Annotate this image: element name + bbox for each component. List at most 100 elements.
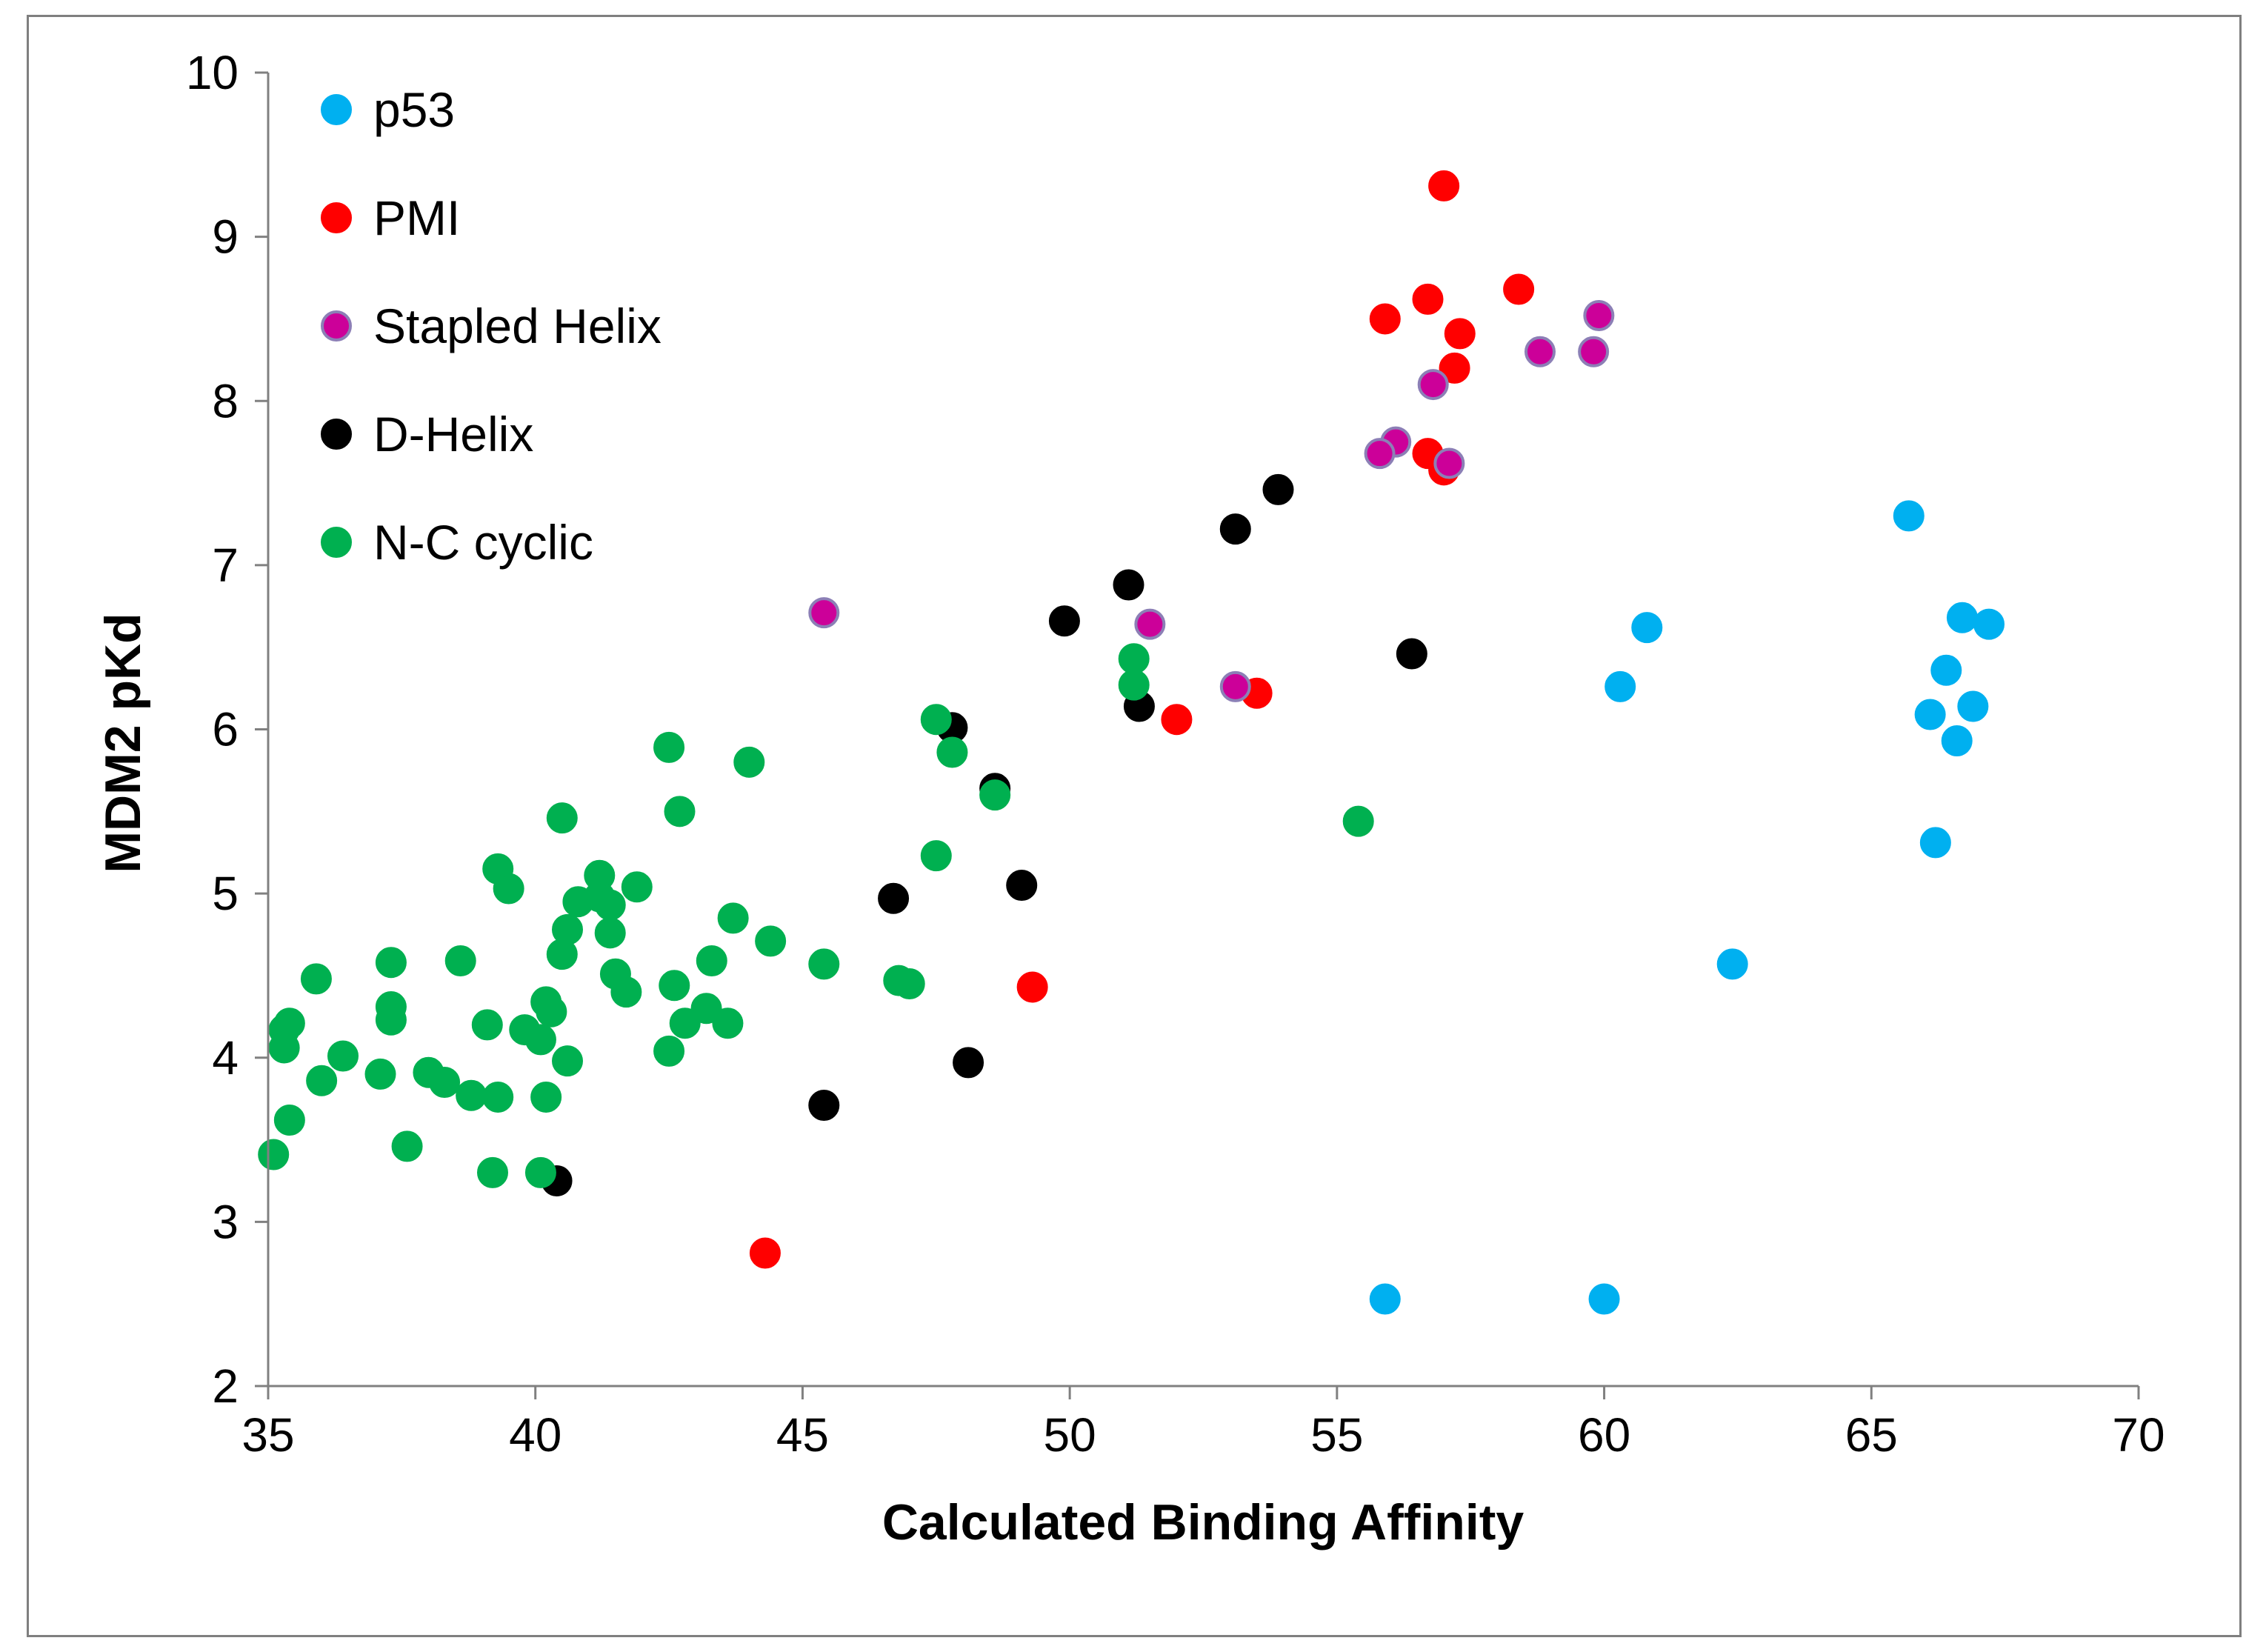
data-point-n-c-cyclic	[1342, 805, 1374, 837]
y-tick-label: 6	[212, 703, 239, 756]
data-point-stapled-helix	[808, 597, 840, 629]
data-point-p53	[1941, 725, 1973, 757]
data-point-p53	[1631, 612, 1663, 644]
x-tick-label: 50	[1044, 1408, 1096, 1462]
data-point-n-c-cyclic	[621, 871, 653, 903]
legend-label-pmi: PMI	[373, 190, 460, 245]
data-point-n-c-cyclic	[893, 968, 925, 1000]
data-point-n-c-cyclic	[364, 1058, 396, 1090]
data-point-n-c-cyclic	[712, 1007, 744, 1039]
data-point-n-c-cyclic	[536, 996, 567, 1027]
data-point-n-c-cyclic	[493, 873, 524, 905]
data-point-stapled-helix	[1364, 438, 1396, 470]
data-point-d-helix	[808, 1090, 840, 1122]
legend-marker-d-helix	[321, 419, 352, 450]
y-tick-label: 5	[212, 867, 239, 920]
data-point-n-c-cyclic	[429, 1066, 461, 1098]
y-tick-label: 8	[212, 374, 239, 427]
data-point-n-c-cyclic	[552, 1045, 583, 1077]
legend-marker-stapled-helix	[321, 310, 352, 342]
data-point-d-helix	[1396, 638, 1427, 670]
legend: p53 PMI Stapled Helix D-Helix N-C cyclic	[321, 82, 662, 570]
data-point-n-c-cyclic	[273, 1104, 305, 1136]
data-point-stapled-helix	[1417, 369, 1449, 401]
legend-marker-pmi	[321, 202, 352, 233]
data-point-p53	[1893, 500, 1925, 532]
legend-label-p53: p53	[373, 82, 455, 137]
data-point-n-c-cyclic	[306, 1065, 338, 1096]
x-tick-label: 35	[241, 1408, 294, 1462]
data-point-n-c-cyclic	[258, 1139, 290, 1170]
x-tick-label: 45	[776, 1408, 829, 1462]
data-point-n-c-cyclic	[1118, 643, 1150, 675]
data-point-n-c-cyclic	[477, 1156, 508, 1188]
x-tick-label: 55	[1310, 1408, 1363, 1462]
y-tick-label: 10	[186, 46, 239, 99]
legend-marker-p53	[321, 94, 352, 125]
data-point-p53	[1716, 948, 1748, 980]
data-point-pmi	[1016, 971, 1048, 1003]
points-layer	[258, 170, 2005, 1315]
data-point-d-helix	[953, 1047, 984, 1079]
data-point-n-c-cyclic	[594, 889, 626, 921]
data-point-pmi	[1428, 170, 1460, 201]
data-point-n-c-cyclic	[444, 945, 476, 976]
data-point-pmi	[1412, 283, 1444, 315]
data-point-n-c-cyclic	[327, 1040, 359, 1072]
data-point-n-c-cyclic	[524, 1156, 556, 1188]
data-point-n-c-cyclic	[653, 1035, 685, 1067]
data-point-n-c-cyclic	[391, 1130, 423, 1162]
data-point-n-c-cyclic	[979, 779, 1011, 811]
data-point-n-c-cyclic	[717, 902, 749, 934]
y-tick-label: 4	[212, 1031, 239, 1085]
data-point-n-c-cyclic	[920, 704, 952, 736]
data-point-pmi	[1369, 303, 1401, 335]
data-point-n-c-cyclic	[375, 947, 407, 979]
data-point-stapled-helix	[1583, 300, 1615, 332]
data-point-n-c-cyclic	[594, 917, 626, 949]
data-point-n-c-cyclic	[755, 925, 787, 957]
data-point-n-c-cyclic	[546, 802, 578, 834]
data-point-n-c-cyclic	[300, 963, 332, 995]
data-point-stapled-helix	[1524, 336, 1556, 367]
y-tick-label: 7	[212, 539, 239, 592]
data-point-n-c-cyclic	[690, 993, 722, 1025]
data-point-pmi	[1444, 318, 1476, 350]
data-point-n-c-cyclic	[808, 948, 840, 980]
data-point-p53	[1604, 670, 1636, 702]
legend-marker-n-c-cyclic	[321, 527, 352, 558]
data-point-p53	[1914, 699, 1946, 730]
data-point-n-c-cyclic	[920, 840, 952, 872]
data-point-stapled-helix	[1134, 608, 1166, 640]
data-point-n-c-cyclic	[482, 1081, 514, 1113]
data-point-d-helix	[1006, 870, 1038, 902]
data-point-d-helix	[1113, 569, 1144, 601]
data-point-n-c-cyclic	[669, 1007, 701, 1039]
data-point-n-c-cyclic	[530, 1081, 562, 1113]
x-tick-label: 65	[1845, 1408, 1898, 1462]
data-point-n-c-cyclic	[456, 1079, 487, 1111]
data-point-n-c-cyclic	[610, 976, 642, 1008]
y-tick-label: 9	[212, 210, 239, 264]
x-tick-label: 40	[509, 1408, 561, 1462]
data-point-n-c-cyclic	[1118, 669, 1150, 701]
legend-label-d-helix: D-Helix	[373, 407, 533, 462]
data-point-d-helix	[878, 882, 910, 914]
data-point-n-c-cyclic	[696, 945, 727, 976]
data-point-n-c-cyclic	[936, 736, 968, 768]
data-point-p53	[1973, 608, 2005, 640]
legend-label-n-c-cyclic: N-C cyclic	[373, 515, 593, 570]
data-point-n-c-cyclic	[733, 746, 765, 778]
data-point-n-c-cyclic	[524, 1024, 556, 1056]
data-point-stapled-helix	[1578, 336, 1610, 367]
x-tick-label: 60	[1578, 1408, 1630, 1462]
data-point-pmi	[1439, 352, 1470, 384]
data-point-n-c-cyclic	[664, 796, 696, 827]
y-axis-title: MDM2 pKd	[95, 613, 151, 873]
data-point-p53	[1946, 602, 1978, 633]
data-point-n-c-cyclic	[562, 886, 594, 918]
y-tick-label: 2	[212, 1359, 239, 1413]
data-point-n-c-cyclic	[375, 1004, 407, 1036]
